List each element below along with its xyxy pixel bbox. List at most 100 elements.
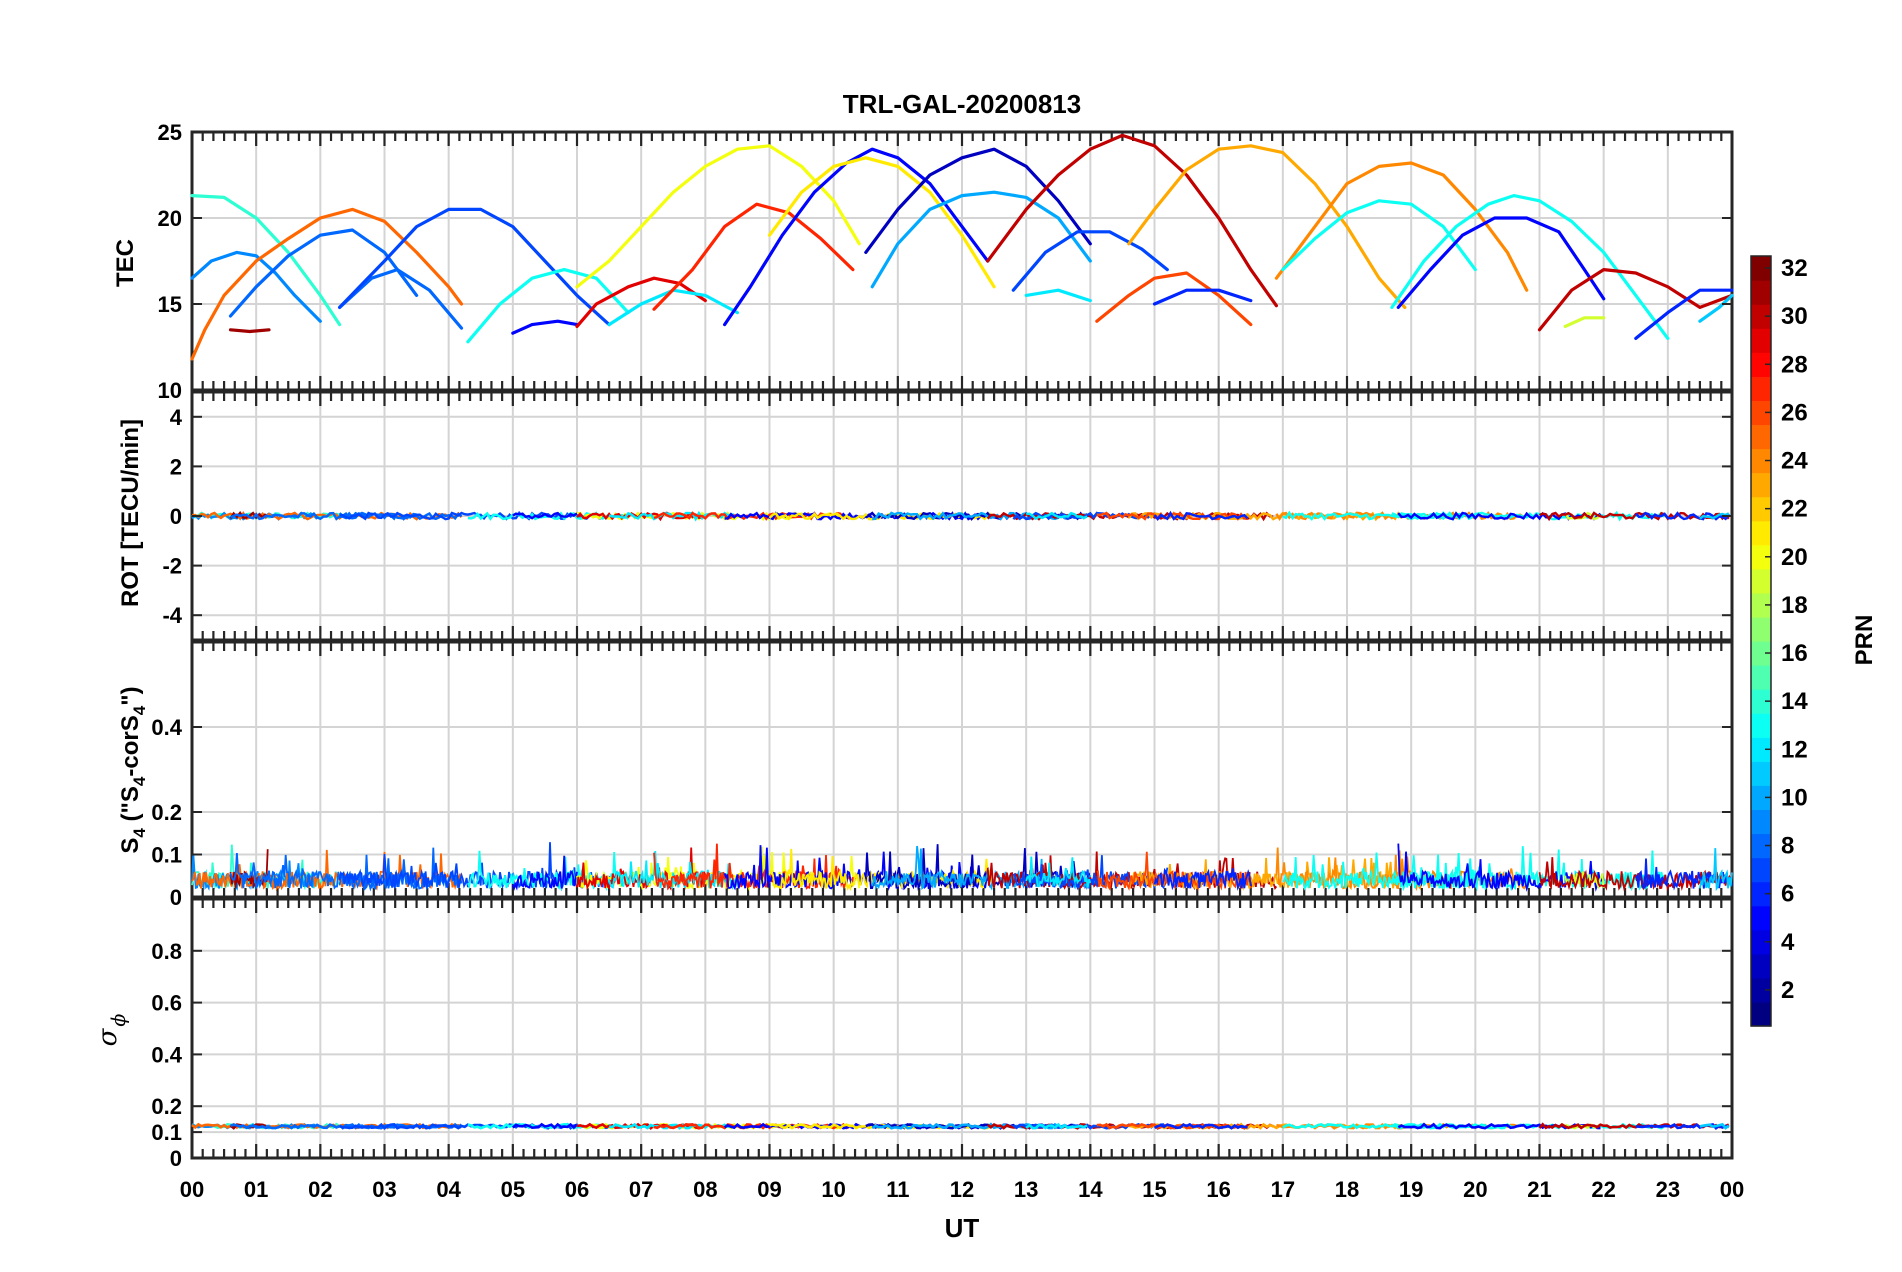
sigma-ytick-label: 0.8	[151, 939, 182, 964]
s4-ylabel-s: S	[117, 838, 144, 854]
chart-title: TRL-GAL-20200813	[843, 89, 1081, 119]
x-tick-label: 12	[950, 1177, 974, 1202]
colorbar-tick-label: 20	[1781, 544, 1808, 571]
tec-arc-prn-30	[986, 133, 1279, 308]
colorbar-tick-label: 28	[1781, 351, 1808, 378]
sigma-trace-prn-12	[1025, 1122, 1088, 1130]
colorbar-swatch	[1751, 929, 1771, 955]
tec-arc-prn-30	[1537, 268, 1734, 332]
sigma-trace-prn-5	[511, 1122, 578, 1130]
tec-arc-prn-9	[190, 250, 322, 323]
x-tick-label: 00	[1720, 1177, 1744, 1202]
sigma-ylabel-phi: ϕ	[108, 1014, 130, 1027]
x-tick-label: 13	[1014, 1177, 1038, 1202]
tec-arc-prn-27	[652, 202, 855, 311]
colorbar-swatch	[1751, 592, 1771, 618]
colorbar-swatch	[1751, 1001, 1771, 1027]
colorbar-tick-label: 32	[1781, 255, 1808, 282]
colorbar-ticks: 32 30 28 26 24 22 20 18 16 14 12 10 8 6 4 2	[1765, 255, 1808, 1004]
colorbar-frame	[1750, 255, 1772, 1027]
rot-trace-prn-11	[1699, 512, 1730, 520]
tec-arc-prn-7	[338, 207, 611, 327]
colorbar-tick-label: 2	[1781, 977, 1794, 1004]
sigma-trace-prn-6	[1635, 1122, 1730, 1130]
sigma-ytick-label: 0.2	[151, 1094, 182, 1119]
colorbar-swatch	[1751, 641, 1771, 666]
tec-arc-prn-14	[190, 194, 342, 327]
tec-arc-prn-12	[607, 288, 740, 327]
colorbar-tick-label: 24	[1781, 448, 1808, 475]
s4-ytick-label: 0.2	[151, 800, 182, 825]
tec-arc-prn-13	[1281, 199, 1477, 272]
sigma-yticks: 0.8 0.6 0.4 0.20.10	[151, 939, 1732, 1171]
tec-arc-prn-3	[864, 147, 1092, 254]
tec-ylabel: TEC	[112, 239, 139, 287]
colorbar-swatch	[1751, 713, 1771, 738]
x-tick-label: 08	[693, 1177, 717, 1202]
s4-trace-prn-27	[653, 843, 854, 891]
s4-yticks: 0.4 0.2 0.1 0	[151, 715, 1732, 910]
s4-trace-prn-30	[1538, 857, 1733, 892]
rot-trace-prn-6	[1634, 511, 1730, 521]
colorbar-swatch	[1751, 689, 1771, 714]
colorbar-tick-label: 18	[1781, 592, 1808, 619]
rot-trace-prn-6	[1153, 510, 1249, 521]
colorbar-swatch	[1751, 448, 1771, 474]
rot-trace-prn-5	[512, 511, 578, 520]
s4-ylabel-sub2: 4	[130, 776, 149, 786]
x-tick-label: 02	[308, 1177, 332, 1202]
tec-arc-prn-19	[1563, 316, 1606, 328]
colorbar-label: PRN	[1851, 615, 1878, 666]
colorbar-swatch	[1751, 472, 1771, 498]
colorbar-tick-label: 12	[1781, 736, 1808, 763]
sigma-ytick-label: 0.4	[151, 1042, 182, 1067]
s4-ylabel-end: ")	[117, 686, 144, 705]
x-tick-label: 21	[1527, 1177, 1551, 1202]
colorbar-tick-label: 16	[1781, 640, 1808, 667]
rot-ytick-label: -2	[162, 554, 182, 579]
tec-ytick-label: 20	[158, 206, 182, 231]
colorbar-swatch	[1751, 905, 1771, 931]
tec-arc-prn-26	[1095, 271, 1253, 327]
tec-arc-prn-13	[466, 268, 630, 344]
x-tick-label: 16	[1206, 1177, 1230, 1202]
colorbar-swatch	[1751, 328, 1771, 353]
tec-arc-prn-5	[722, 147, 990, 327]
s4-trace-prn-5	[511, 855, 578, 891]
tec-ytick-label: 25	[158, 120, 182, 145]
colorbar: 32 30 28 26 24 22 20 18 16 14 12 10 8 6 4 2 PRN	[1750, 255, 1878, 1027]
s4-ylabel-sub3: 4	[130, 705, 149, 715]
s4-trace-prn-12	[1025, 856, 1092, 888]
rot-ytick-label: 4	[170, 405, 183, 430]
sigma-trace-prn-11	[1699, 1122, 1730, 1130]
colorbar-swatch	[1751, 544, 1771, 570]
s4-ylabel-mid: -corS	[117, 715, 144, 776]
s4-ytick-label: 0	[170, 885, 182, 910]
tec-grid	[190, 130, 1734, 392]
x-tick-label: 14	[1078, 1177, 1103, 1202]
sigma-ytick-label: 0	[170, 1146, 182, 1171]
tec-yticks: 25 20 15 10	[158, 120, 1732, 403]
colorbar-tick-label: 8	[1781, 833, 1794, 860]
x-tick-label: 10	[821, 1177, 845, 1202]
x-tick-label: 18	[1335, 1177, 1359, 1202]
tec-arc-prn-6	[1152, 288, 1253, 306]
rot-series	[191, 510, 1730, 522]
colorbar-swatch	[1751, 785, 1771, 811]
x-tick-label: 05	[501, 1177, 525, 1202]
colorbar-swatch	[1751, 977, 1771, 1003]
x-tick-label: 03	[372, 1177, 396, 1202]
sigma-ytick-label: 0.1	[151, 1120, 182, 1145]
rot-yticks: 4 2 0 -2 -4	[162, 405, 1732, 628]
x-ticklabels: 00 01 02 03 04 05 06 07 08 09 10 11 12 13 14 15 16 17 18 19…	[180, 1177, 1744, 1202]
colorbar-swatch	[1751, 376, 1771, 401]
x-tick-label: 15	[1142, 1177, 1166, 1202]
s4-trace-prn-6	[1153, 867, 1252, 891]
x-axis-label: UT	[945, 1213, 980, 1243]
x-tick-label: 22	[1591, 1177, 1615, 1202]
x-tick-label: 06	[565, 1177, 589, 1202]
rot-ylabel: ROT [TECU/min]	[117, 419, 144, 607]
colorbar-swatch	[1751, 400, 1771, 426]
sigma-ylabel: σϕ	[93, 1014, 130, 1047]
